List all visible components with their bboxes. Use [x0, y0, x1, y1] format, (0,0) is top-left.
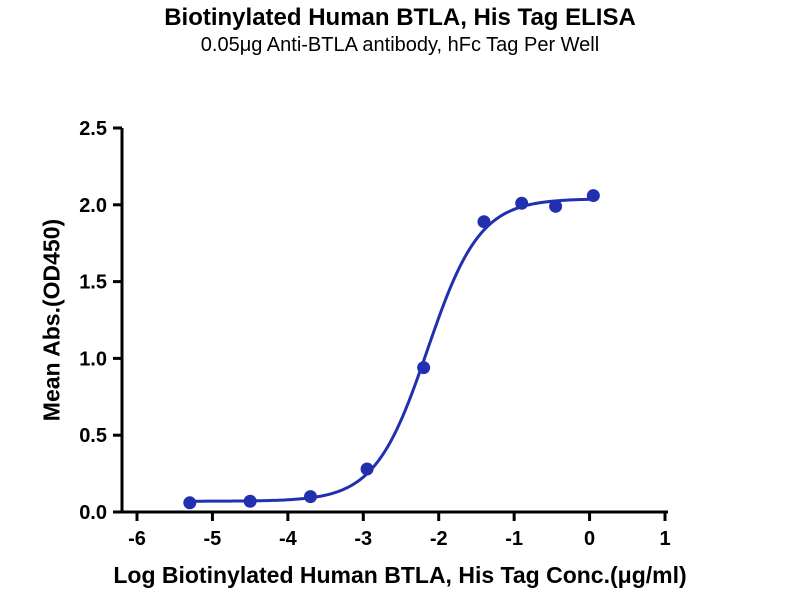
data-point: [303, 490, 317, 504]
x-tick-label: -5: [204, 528, 222, 550]
data-point: [515, 196, 529, 210]
y-tick-label: 1.0: [79, 348, 107, 370]
x-tick-label: -3: [354, 528, 372, 550]
chart-subtitle: 0.05μg Anti-BTLA antibody, hFc Tag Per W…: [200, 34, 600, 56]
x-axis-label: Log Biotinylated Human BTLA, His Tag Con…: [113, 562, 687, 588]
data-point: [183, 496, 197, 510]
data-point: [243, 494, 257, 508]
data-point: [549, 199, 563, 213]
x-tick-label: 1: [659, 528, 670, 550]
x-tick-label: -2: [430, 528, 448, 550]
x-tick-label: -1: [505, 528, 523, 550]
y-tick-label: 0.0: [79, 502, 107, 524]
y-tick-label: 1.5: [79, 272, 107, 294]
data-point: [586, 189, 600, 203]
x-tick-label: -6: [128, 528, 146, 550]
x-tick-label: 0: [584, 528, 595, 550]
y-tick-label: 2.5: [79, 118, 107, 140]
chart-title: Biotinylated Human BTLA, His Tag ELISA: [164, 4, 636, 31]
y-tick-label: 2.0: [79, 195, 107, 217]
y-tick-label: 0.5: [79, 425, 107, 447]
x-tick-label: -4: [279, 528, 298, 550]
data-point: [360, 462, 374, 476]
data-point: [417, 361, 431, 375]
data-point: [477, 215, 491, 229]
fit-curve: [186, 197, 598, 503]
